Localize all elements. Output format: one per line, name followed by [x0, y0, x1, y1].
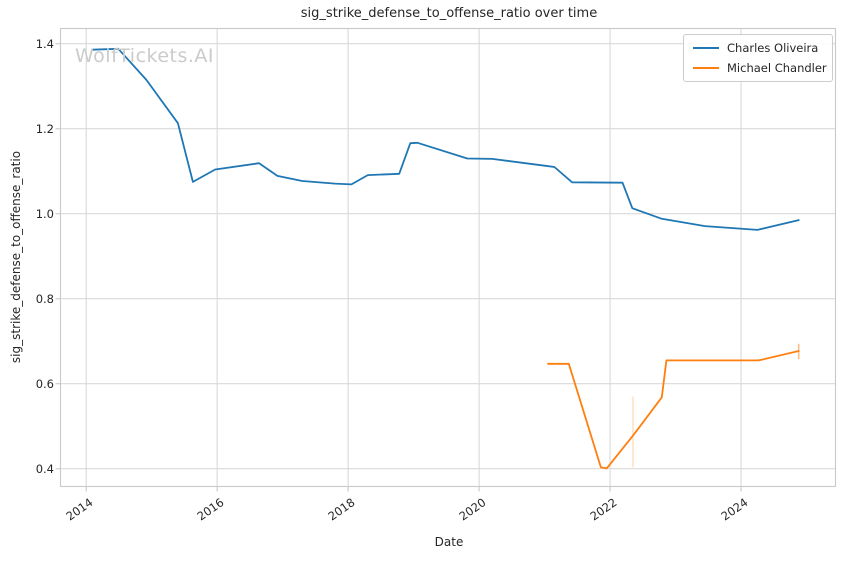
chart-title: sig_strike_defense_to_offense_ratio over… — [300, 6, 598, 21]
x-tick-label: 2024 — [718, 495, 751, 524]
legend-label: Charles Oliveira — [727, 41, 819, 55]
x-axis-label: Date — [434, 535, 464, 549]
legend-line-swatch-blue — [693, 47, 719, 49]
legend-item-charles-oliveira: Charles Oliveira — [693, 40, 823, 56]
legend-line-swatch-orange — [693, 67, 719, 69]
x-tick-label: 2014 — [63, 495, 96, 524]
legend: Charles Oliveira Michael Chandler — [683, 34, 833, 82]
y-tick-label: 1.0 — [35, 206, 54, 221]
y-tick-label: 1.4 — [35, 36, 54, 51]
plot-frame — [59, 27, 837, 488]
x-tick-label: 2018 — [325, 495, 358, 524]
x-tick-label: 2020 — [456, 495, 489, 524]
watermark: WolfTickets.AI — [75, 45, 215, 67]
legend-item-michael-chandler: Michael Chandler — [693, 60, 827, 76]
x-tick-label: 2022 — [587, 495, 620, 524]
y-tick-label: 0.6 — [35, 376, 54, 391]
series-line-michael-chandler — [546, 350, 800, 470]
y-tick-label: 1.2 — [35, 121, 54, 136]
legend-label: Michael Chandler — [727, 61, 827, 75]
x-tick-label: 2016 — [194, 495, 227, 524]
plot-area: WolfTickets.AI Charles Oliveira Michael … — [55, 27, 837, 492]
series-line-charles-oliveira — [91, 47, 800, 231]
y-axis-label: sig_strike_defense_to_offense_ratio — [9, 150, 23, 364]
chart-canvas — [55, 27, 837, 492]
y-tick-label: 0.8 — [35, 291, 54, 306]
y-tick-label: 0.4 — [35, 461, 54, 476]
